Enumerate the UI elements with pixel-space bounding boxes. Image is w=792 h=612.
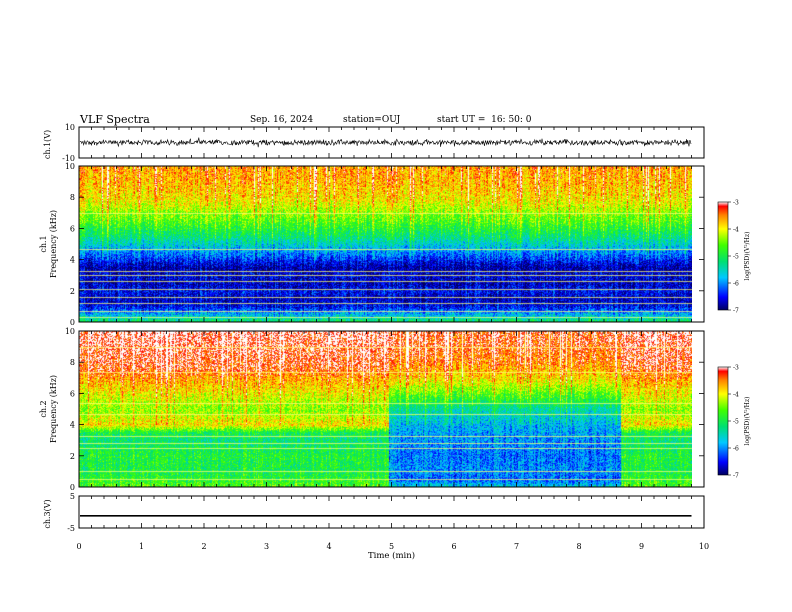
ch2-spec-y-tick-label: 2 <box>70 452 75 461</box>
ch1-spec-y-tick-label: 2 <box>70 287 75 296</box>
ch1-spec-ylabel-freq: Frequency (kHz) <box>49 210 58 278</box>
ch2-spec-y-tick-label: 10 <box>65 327 75 336</box>
x-tick-label: 8 <box>576 542 581 551</box>
ch1-colorbar-tick-label: -5 <box>733 254 739 261</box>
ch3-waveform-ylabel: ch.3(V) <box>43 499 52 528</box>
ch1-spectrogram-image <box>79 166 692 322</box>
ch1-y-tick-label: 10 <box>65 123 75 132</box>
ch1-colorbar-tick-label: -4 <box>733 227 739 234</box>
x-axis-label: Time (min) <box>368 550 415 561</box>
start-time-label: start UT = 16: 50: 0 <box>437 115 532 125</box>
ch2-colorbar-bar <box>717 366 729 476</box>
ch1-spec-ylabel-channel: ch.1 <box>39 235 48 252</box>
plot-title: VLF Spectra <box>80 113 150 126</box>
x-tick-label: 7 <box>514 542 519 551</box>
ch1-spec-y-tick-label: 8 <box>70 193 75 202</box>
ch1-spec-y-tick-label: 10 <box>65 162 75 171</box>
ch1-spec-y-tick-label: 6 <box>70 224 75 233</box>
ch1-spec-y-tick-label: 4 <box>70 256 75 265</box>
ch2-colorbar-tick-label: -7 <box>733 473 739 480</box>
ch2-colorbar-tick-label: -3 <box>733 365 739 372</box>
station-label: station=OUJ <box>343 115 401 125</box>
x-tick-label: 6 <box>451 542 456 551</box>
ch2-spec-y-tick-label: 0 <box>70 483 75 492</box>
ch1-waveform-ylabel: ch.1(V) <box>43 130 52 159</box>
x-tick-label: 5 <box>389 542 394 551</box>
ch1-colorbar-tick-label: -6 <box>733 281 739 288</box>
ch1-waveform-trace <box>79 137 692 148</box>
ch2-spec-y-tick-label: 8 <box>70 358 75 367</box>
ch3-y-tick-label: -5 <box>67 524 75 533</box>
ch2-spec-y-tick-label: 6 <box>70 389 75 398</box>
x-tick-label: 10 <box>699 542 709 551</box>
x-tick-label: 2 <box>201 542 206 551</box>
ch2-spec-ylabel-freq: Frequency (kHz) <box>49 375 58 443</box>
ch2-colorbar-tick-label: -5 <box>733 419 739 426</box>
x-tick-label: 9 <box>639 542 644 551</box>
ch2-colorbar-label: log(PSD)(V²/Hz) <box>744 397 751 446</box>
ch3-y-tick-label: 5 <box>70 492 75 501</box>
ch1-y-tick-label: -10 <box>62 154 75 163</box>
x-tick-label: 1 <box>139 542 144 551</box>
ch1-spec-y-tick-label: 0 <box>70 318 75 327</box>
x-tick-label: 0 <box>76 542 81 551</box>
ch2-spec-y-tick-label: 4 <box>70 421 75 430</box>
x-tick-label: 3 <box>264 542 269 551</box>
ch1-colorbar-tick-label: -7 <box>733 308 739 315</box>
ch2-colorbar-tick-label: -6 <box>733 446 739 453</box>
ch2-spec-ylabel-channel: ch.2 <box>39 400 48 417</box>
ch1-colorbar-label: log(PSD)(V²/Hz) <box>744 232 751 281</box>
ch2-colorbar-tick-label: -4 <box>733 392 739 399</box>
ch2-spectrogram-image <box>79 331 692 487</box>
ch1-colorbar-bar <box>717 201 729 311</box>
x-tick-label: 4 <box>326 542 331 551</box>
date-label: Sep. 16, 2024 <box>250 115 314 125</box>
ch1-colorbar-tick-label: -3 <box>733 200 739 207</box>
